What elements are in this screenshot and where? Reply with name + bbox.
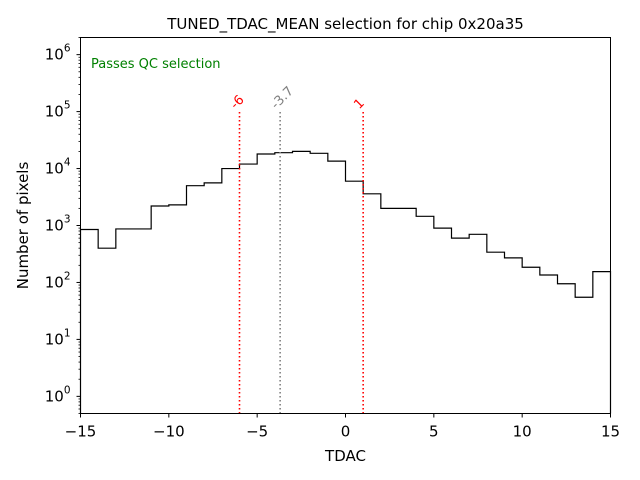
- histogram-bin: [346, 181, 364, 413]
- histogram-bin: [363, 194, 381, 414]
- qc-annotation: Passes QC selection: [91, 57, 221, 72]
- histogram-bin: [81, 230, 99, 414]
- x-axis-label: TDAC: [324, 447, 366, 465]
- x-tick-label: 15: [601, 423, 620, 441]
- histogram-bin: [399, 208, 417, 413]
- y-tick-label: 103: [45, 214, 71, 235]
- histogram-bin: [204, 183, 222, 414]
- x-tick-label: 10: [513, 423, 532, 441]
- histogram-step-line: [79, 150, 612, 414]
- x-tick-label: −10: [153, 423, 185, 441]
- histogram-bin: [416, 216, 434, 413]
- histogram-bin: [505, 258, 523, 414]
- x-tick-label: 0: [341, 423, 351, 441]
- histogram-bin: [593, 272, 611, 414]
- y-tick-label: 106: [45, 43, 71, 64]
- histogram-bin: [151, 206, 169, 414]
- y-axis: 100 101 102 103 104 105 106: [45, 37, 81, 414]
- histogram-bin: [540, 275, 558, 413]
- selection-line-label: -3.7: [268, 84, 297, 113]
- histogram-bin: [257, 154, 275, 413]
- plot-area: -6 -3.7 1: [79, 84, 612, 414]
- selection-line-label: 1: [351, 96, 367, 112]
- y-axis-label: Number of pixels: [14, 162, 32, 290]
- histogram-bin: [381, 208, 399, 413]
- histogram-bin: [98, 248, 116, 413]
- selection-line-label: -6: [228, 93, 248, 113]
- histogram-bin: [240, 164, 258, 413]
- x-axis: −15 −10 −5 0 5 10 15: [65, 413, 620, 441]
- x-tick-label: −15: [65, 423, 97, 441]
- y-tick-label: 102: [45, 270, 71, 291]
- histogram-bin: [452, 238, 470, 413]
- histogram-bin: [558, 284, 576, 414]
- histogram-bin: [487, 252, 505, 413]
- histogram-bin: [187, 186, 205, 414]
- x-tick-label: 5: [429, 423, 439, 441]
- histogram-bin: [310, 153, 328, 413]
- histogram-bin: [169, 205, 187, 414]
- y-tick-label: 101: [45, 327, 71, 348]
- histogram-bin: [134, 229, 152, 414]
- histogram-bin: [522, 267, 540, 413]
- histogram-bin: [328, 161, 346, 413]
- x-tick-label: −5: [246, 423, 268, 441]
- chart-title: TUNED_TDAC_MEAN selection for chip 0x20a…: [166, 15, 524, 34]
- histogram-bin: [116, 229, 134, 414]
- histogram-bin: [222, 169, 240, 414]
- y-tick-label: 104: [45, 157, 71, 178]
- histogram-bin: [575, 297, 593, 413]
- y-tick-label: 100: [45, 384, 71, 405]
- histogram-bin: [275, 153, 293, 414]
- y-tick-label: 105: [45, 100, 71, 121]
- histogram-bin: [434, 228, 452, 413]
- histogram-bin: [293, 151, 311, 413]
- histogram-bin: [469, 234, 487, 413]
